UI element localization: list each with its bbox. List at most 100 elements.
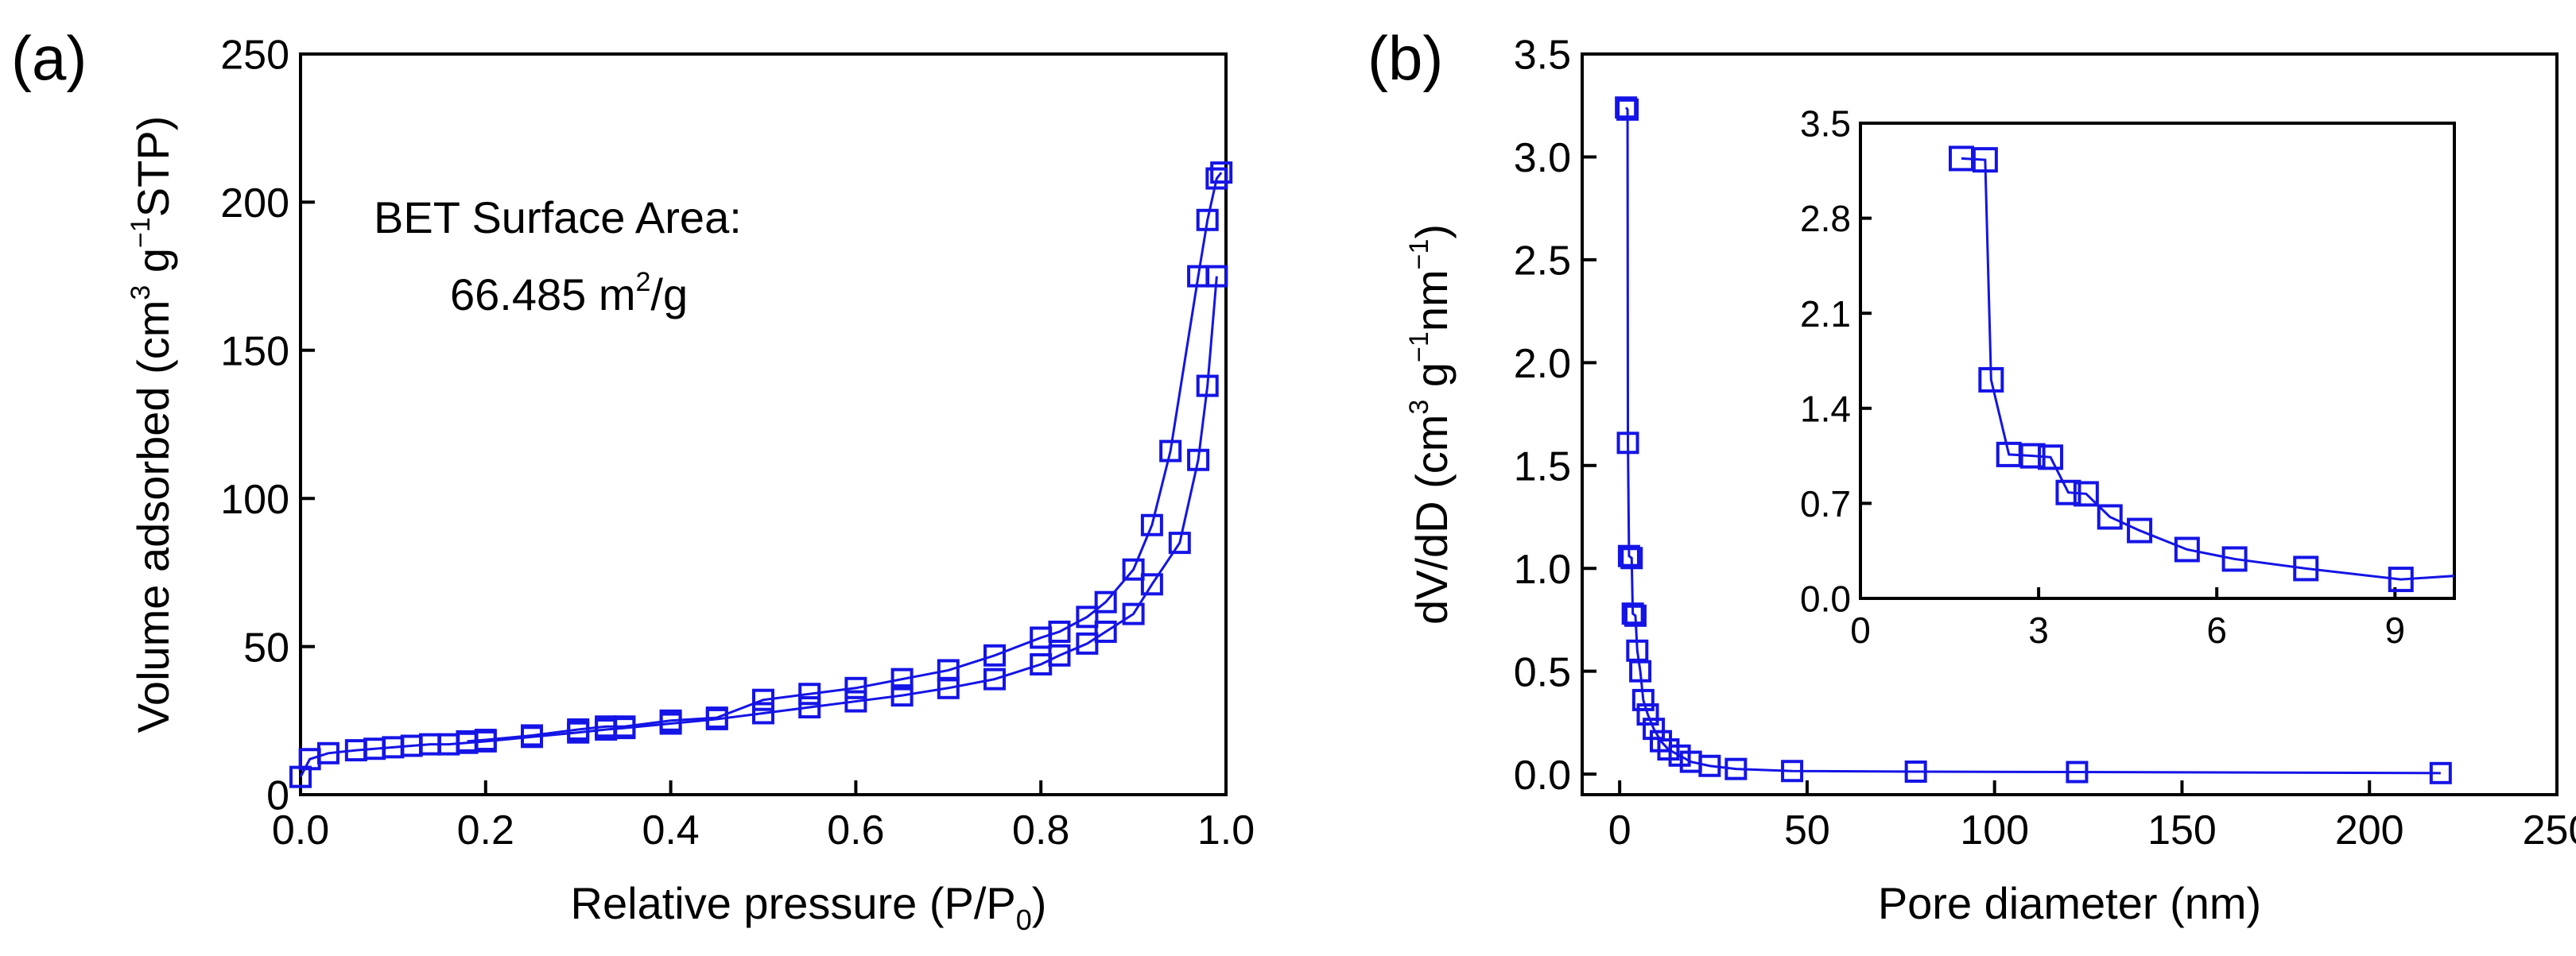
panel-b-ytick-label: 0.5: [1514, 649, 1571, 695]
panel-a-series-1-marker: [1205, 167, 1228, 190]
panel-b-series-0-marker: [1620, 547, 1643, 570]
panel-a-ytick-label: 200: [220, 180, 289, 226]
panel-a-series-1-marker: [1076, 606, 1099, 629]
panel-a-series-1-marker: [1030, 626, 1053, 649]
panel-a-series-0-marker: [752, 702, 774, 725]
panel-a-series-1-marker: [1210, 161, 1233, 184]
panel-a-series-1-marker: [890, 668, 914, 691]
panel-b-series-0-marker: [1698, 754, 1721, 777]
panel-a-ytick-label: 150: [220, 329, 289, 375]
panel-b-ytick-label: 0.0: [1514, 753, 1571, 799]
panel-a-series-0-marker: [1196, 374, 1219, 397]
panel-a-series-0-marker: [1187, 448, 1210, 471]
panel-b-series-0-marker: [1636, 703, 1659, 726]
panel-a-series-1-marker: [983, 644, 1006, 667]
inset-ytick-label: 1.4: [1800, 388, 1851, 429]
inset-ytick-label: 2.8: [1800, 198, 1851, 239]
panel-a-frame: [299, 52, 1228, 796]
panel-b-series-0-marker: [1624, 604, 1647, 627]
panel-a-ytick-label: 0: [266, 773, 289, 819]
panel-b-xtick-label: 150: [2147, 807, 2217, 853]
panel-a-series-0-marker: [1140, 573, 1163, 596]
panel-a-ticks: [299, 52, 1228, 796]
panel-a-series-1-marker: [1140, 513, 1163, 536]
panel-b-ytick-label: 3.0: [1514, 135, 1571, 181]
inset-xtick-label: 9: [2385, 610, 2406, 651]
panel-a-tick-labels: 0.0 0.2 0.4 0.6 0.8 1.0 0 50 100 150 200 250: [220, 33, 1255, 853]
panel-b-frame: [1581, 52, 2559, 796]
panel-a-series-1-marker: [937, 659, 960, 682]
panel-b-xtick-label: 100: [1960, 807, 2029, 853]
panel-b-ytick-label: 2.5: [1514, 238, 1571, 284]
inset-ytick-label: 0.0: [1800, 579, 1851, 620]
panel-a-xtick-label: 0.6: [827, 807, 884, 853]
inset-series-marker: [2073, 481, 2099, 507]
panel-b-inset: 0 3 6 9 0.0 0.7 1.4 2.1 2.8 3.5: [1800, 103, 2456, 651]
panel-a-series-0-marker: [316, 741, 339, 764]
panel-a-series-1-marker: [1122, 558, 1145, 581]
inset-ytick-label: 0.7: [1800, 483, 1851, 524]
panel-b-series-0-marker: [1724, 757, 1748, 780]
panel-a-label: (a): [11, 23, 87, 93]
panel-b-xlabel: Pore diameter (nm): [1878, 878, 2261, 928]
inset-series-line: [1961, 157, 2454, 581]
panel-b-series-0-marker: [1629, 660, 1652, 683]
inset-series: [1948, 145, 2454, 593]
panel-b-ylabel: dV/dD (cm3 g−1nm−1): [1404, 224, 1457, 625]
panel-a-series-1-marker: [567, 718, 590, 741]
panel-a-series-1-marker: [1187, 265, 1210, 288]
panel-b-xtick-label: 0: [1608, 807, 1631, 853]
inset-series-marker: [2038, 444, 2064, 470]
inset-series-marker: [2055, 479, 2081, 505]
panel-b-series-0-marker: [2066, 761, 2089, 784]
panel-a-series-1-marker: [752, 688, 774, 711]
panel-a-series-1-marker: [456, 730, 479, 753]
panel-a-series-0-marker: [1094, 620, 1117, 643]
panel-a-series-1-marker: [521, 724, 543, 747]
inset-ytick-label: 2.1: [1800, 293, 1851, 335]
panel-a-ylabel: Volume adsorbed (cm3 g−1STP): [126, 116, 178, 733]
inset-ytick-label: 3.5: [1800, 103, 1851, 145]
panel-a-xtick-label: 1.0: [1197, 807, 1255, 853]
panel-a: (a) 0.0 0.2 0.4 0.6 0.8 1.0 0 50 100 150 200 250 BE…: [11, 23, 1255, 936]
inset-frame: [1859, 122, 2456, 600]
inset-xtick-label: 6: [2206, 610, 2227, 651]
panel-b-tick-labels: 0 50 100 150 200 250 0.0 0.5 1.0 1.5 2.0 2.5 3.0 3.5: [1514, 33, 2576, 853]
inset-series-marker: [1978, 366, 2004, 393]
panel-a-series: [289, 161, 1233, 788]
panel-a-series-1-marker: [1196, 208, 1219, 231]
panel-b-ticks: [1582, 52, 2559, 795]
panel-b-series-0-marker: [1904, 761, 1927, 784]
panel-b-ytick-label: 1.5: [1514, 443, 1571, 490]
panel-a-xtick-label: 0.2: [457, 807, 514, 853]
panel-b-label: (b): [1368, 23, 1443, 93]
panel-a-series-1-marker: [595, 715, 618, 738]
inset-tick-labels: 0 3 6 9 0.0 0.7 1.4 2.1 2.8 3.5: [1800, 103, 2405, 651]
panel-a-series-0-marker: [1048, 644, 1071, 667]
panel-b-series: [1615, 96, 2452, 784]
panel-b: (b) 0 50 100 150 200 250 0.0 0.5 1.0 1.5 2.0 2.5 3.0…: [1368, 23, 2576, 928]
panel-b-ytick-label: 3.5: [1514, 33, 1571, 79]
panel-a-series-1-line: [467, 172, 1223, 743]
panel-b-series-0-marker: [1668, 744, 1691, 767]
inset-xtick-label: 3: [2028, 610, 2049, 651]
panel-a-xtick-label: 0.0: [272, 807, 329, 853]
panel-a-annotation-line1: BET Surface Area:: [374, 192, 742, 242]
panel-a-series-0-marker: [1076, 632, 1099, 655]
panel-a-series-1-marker: [1094, 590, 1117, 613]
inset-series-marker: [2019, 443, 2046, 469]
panel-b-ytick-label: 2.0: [1514, 341, 1571, 387]
panel-a-series-0-marker: [1168, 532, 1191, 555]
panel-a-ytick-label: 100: [220, 477, 289, 523]
panel-a-series-0-marker: [1122, 602, 1145, 625]
panel-b-xtick-label: 200: [2335, 807, 2404, 853]
inset-series-marker: [2127, 517, 2153, 544]
inset-series-marker: [2221, 546, 2248, 572]
panel-b-series-0-marker: [1643, 718, 1666, 741]
panel-a-series-0-marker: [844, 690, 867, 713]
panel-a-series-1-marker: [798, 683, 821, 706]
panel-b-series-0-marker: [1631, 688, 1655, 711]
panel-a-series-0-marker: [798, 696, 821, 719]
panel-b-series-0-marker: [1616, 432, 1639, 455]
